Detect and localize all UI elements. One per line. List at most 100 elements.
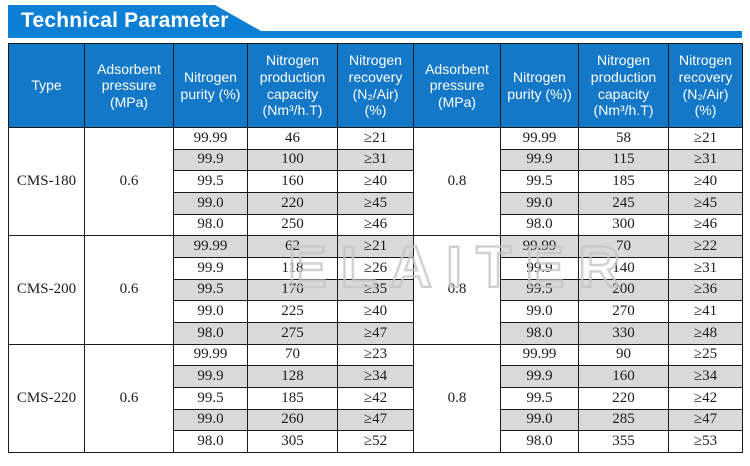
cell-purity: 99.9: [500, 148, 579, 172]
cell-recovery: ≥21: [337, 235, 414, 258]
header-adsorbent-pressure-left: Adsorbent pressure (MPa): [84, 43, 174, 128]
cell-recovery: ≥21: [337, 127, 414, 150]
cell-purity: 99.0: [500, 300, 579, 323]
cell-purity: 98.0: [173, 321, 248, 345]
header-nitrogen-recovery-left: Nitrogen recovery (N₂/Air) (%): [337, 43, 414, 128]
header-nitrogen-recovery-right: Nitrogen recovery (N₂/Air) (%): [668, 43, 743, 128]
cell-recovery: ≥48: [668, 321, 743, 345]
header-type: Type: [8, 43, 85, 128]
table-row: 99.5 185 ≥42 99.5 220 ≥42: [9, 386, 743, 410]
cell-purity: 98.0: [173, 430, 248, 453]
cell-capacity: 160: [578, 365, 669, 388]
cell-capacity: 70: [247, 343, 338, 367]
table-row: 99.0 225 ≥40 99.0 270 ≥41: [9, 300, 743, 323]
cell-capacity: 250: [247, 213, 338, 237]
cell-capacity: 330: [578, 321, 669, 345]
cell-recovery: ≥36: [668, 278, 743, 302]
table-row: 98.0 305 ≥52 98.0 355 ≥53: [9, 430, 743, 453]
table-row: 99.5 170 ≥35 99.5 200 ≥36: [9, 278, 743, 302]
cell-type: CMS-220: [8, 343, 85, 453]
cell-recovery: ≥53: [668, 430, 743, 453]
cell-capacity: 140: [578, 256, 669, 280]
page-title: Technical Parameter: [21, 9, 229, 32]
cell-pressure: 0.8: [413, 235, 501, 345]
cell-capacity: 70: [578, 235, 669, 258]
cell-recovery: ≥42: [337, 386, 414, 410]
table-row: 99.9 100 ≥31 99.9 115 ≥31: [9, 148, 743, 172]
header-nitrogen-purity-left: Nitrogen purity (%): [173, 43, 248, 128]
cell-capacity: 220: [247, 191, 338, 215]
table-row: 99.9 128 ≥34 99.9 160 ≥34: [9, 365, 743, 388]
cell-recovery: ≥45: [668, 191, 743, 215]
cell-recovery: ≥46: [337, 213, 414, 237]
cell-purity: 99.9: [173, 256, 248, 280]
cell-capacity: 245: [578, 191, 669, 215]
cell-capacity: 200: [578, 278, 669, 302]
cell-type: CMS-200: [8, 235, 85, 345]
table-row: 99.9 118 ≥26 99.9 140 ≥31: [9, 256, 743, 280]
cell-recovery: ≥40: [337, 170, 414, 193]
cell-purity: 99.99: [173, 235, 248, 258]
cell-recovery: ≥40: [668, 170, 743, 193]
cell-purity: 99.99: [500, 127, 579, 150]
cell-purity: 99.99: [173, 127, 248, 150]
cell-capacity: 305: [247, 430, 338, 453]
cell-capacity: 185: [247, 386, 338, 410]
cell-purity: 99.0: [173, 408, 248, 432]
cell-recovery: ≥52: [337, 430, 414, 453]
header-row: Type Adsorbent pressure (MPa) Nitrogen p…: [8, 43, 743, 128]
cell-purity: 99.5: [500, 278, 579, 302]
cell-purity: 98.0: [500, 430, 579, 453]
cell-purity: 99.5: [173, 386, 248, 410]
cell-purity: 99.5: [500, 170, 579, 193]
cell-capacity: 128: [247, 365, 338, 388]
cell-capacity: 225: [247, 300, 338, 323]
cell-capacity: 46: [247, 127, 338, 150]
table-row: CMS-180 0.6 99.99 46 ≥21 0.8 99.99 58 ≥21: [8, 126, 743, 237]
header-production-capacity-left: Nitrogen production capacity (Nm³/h.T): [247, 43, 338, 128]
cell-purity: 99.9: [500, 365, 579, 388]
cell-capacity: 118: [247, 256, 338, 280]
cell-pressure: 0.6: [84, 126, 174, 237]
cell-recovery: ≥23: [337, 343, 414, 367]
cell-purity: 99.99: [173, 343, 248, 367]
cell-pressure: 0.6: [84, 343, 174, 453]
cell-capacity: 270: [578, 300, 669, 323]
cell-capacity: 260: [247, 408, 338, 432]
cell-capacity: 62: [247, 235, 338, 258]
cell-pressure: 0.6: [84, 235, 174, 345]
cell-purity: 99.0: [500, 191, 579, 215]
cell-capacity: 285: [578, 408, 669, 432]
cell-recovery: ≥45: [337, 191, 414, 215]
cell-type: CMS-180: [8, 126, 85, 237]
cell-purity: 99.99: [500, 343, 579, 367]
cell-capacity: 275: [247, 321, 338, 345]
cell-recovery: ≥47: [337, 321, 414, 345]
cell-capacity: 170: [247, 278, 338, 302]
cell-recovery: ≥31: [668, 256, 743, 280]
cell-purity: 99.99: [500, 235, 579, 258]
table-row: CMS-200 0.6 99.99 62 ≥21 0.8 99.99 70 ≥22: [8, 235, 743, 345]
cell-recovery: ≥47: [668, 408, 743, 432]
cell-recovery: ≥21: [668, 127, 743, 150]
section-banner: Technical Parameter: [8, 5, 742, 38]
header-adsorbent-pressure-right: Adsorbent pressure (MPa): [413, 43, 501, 128]
header-production-capacity-right: Nitrogen production capacity (Nm³/h.T): [578, 43, 669, 128]
cell-recovery: ≥47: [337, 408, 414, 432]
table-row: 98.0 250 ≥46 98.0 300 ≥46: [9, 213, 743, 237]
cell-capacity: 100: [247, 148, 338, 172]
cell-recovery: ≥34: [668, 365, 743, 388]
cell-capacity: 58: [578, 127, 669, 150]
cell-purity: 99.0: [173, 191, 248, 215]
cell-purity: 99.9: [500, 256, 579, 280]
cell-capacity: 220: [578, 386, 669, 410]
cell-purity: 98.0: [173, 213, 248, 237]
header-nitrogen-purity-right: Nitrogen purity (%)): [500, 43, 579, 128]
cell-pressure: 0.8: [413, 126, 501, 237]
cell-purity: 99.0: [500, 408, 579, 432]
cell-recovery: ≥35: [337, 278, 414, 302]
cell-recovery: ≥34: [337, 365, 414, 388]
cell-capacity: 185: [578, 170, 669, 193]
cell-recovery: ≥22: [668, 235, 743, 258]
cell-recovery: ≥41: [668, 300, 743, 323]
